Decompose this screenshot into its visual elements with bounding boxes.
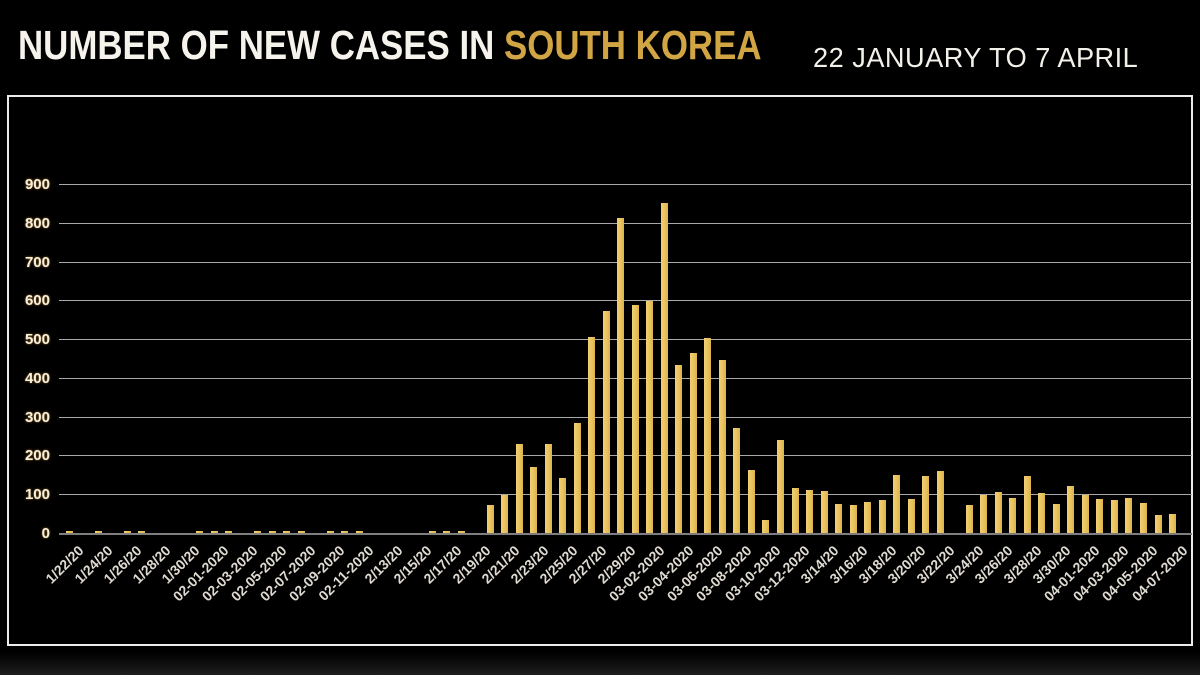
y-tick-label: 300 <box>24 408 50 426</box>
bar <box>1067 486 1075 533</box>
bar <box>704 337 712 533</box>
bar <box>776 439 784 533</box>
y-tick-label: 100 <box>24 486 50 504</box>
bar <box>268 531 276 533</box>
bar <box>820 491 828 533</box>
chart-frame: 0 100 200 300 400 500 600 700 800 900 1/22/20 1/24/… <box>7 95 1193 646</box>
bar <box>1096 498 1104 533</box>
title-accent: SOUTH KOREA <box>504 22 762 68</box>
bar <box>123 531 131 533</box>
bar <box>1154 514 1162 533</box>
bar <box>486 505 494 533</box>
bar <box>544 443 552 533</box>
bar <box>602 310 610 533</box>
gridline <box>59 339 1192 341</box>
bar <box>515 444 523 533</box>
bar <box>1169 514 1177 533</box>
bar <box>1081 495 1089 533</box>
bar <box>1038 493 1046 533</box>
bar <box>994 492 1002 533</box>
y-tick-label: 400 <box>24 369 50 387</box>
gridline <box>59 377 1192 379</box>
y-tick-label: 500 <box>24 331 50 349</box>
bar <box>907 499 915 533</box>
bar <box>835 503 843 533</box>
bottom-strip <box>0 653 1200 675</box>
bar <box>501 494 509 533</box>
bar <box>1052 504 1060 533</box>
bar <box>138 531 146 533</box>
bar <box>559 477 567 533</box>
gridline <box>59 416 1192 418</box>
bar <box>660 203 668 533</box>
bar <box>733 427 741 533</box>
y-tick-label: 800 <box>24 214 50 232</box>
y-tick-label: 0 <box>41 525 50 542</box>
bar <box>878 499 886 533</box>
bar <box>1125 497 1133 533</box>
gridline <box>59 300 1192 302</box>
gridline <box>59 261 1192 263</box>
bar <box>936 470 944 533</box>
bar <box>355 531 363 533</box>
bar <box>1009 497 1017 533</box>
bar <box>675 364 683 533</box>
slide-header: NUMBER OF NEW CASES IN SOUTH KOREA 22 JA… <box>0 0 1200 92</box>
title-main: NUMBER OF NEW CASES IN <box>18 22 495 68</box>
gridline <box>59 222 1192 224</box>
bar-chart: 0 100 200 300 400 500 600 700 800 900 1/22/20 1/24/… <box>9 97 1192 644</box>
bar <box>718 360 726 533</box>
gridline <box>59 455 1192 457</box>
bar <box>225 531 233 533</box>
y-tick-label: 200 <box>24 447 50 465</box>
bar <box>965 504 973 533</box>
bar <box>1139 502 1147 533</box>
gridline <box>59 494 1192 496</box>
bar <box>457 531 465 533</box>
bar <box>530 467 538 533</box>
bar <box>617 218 625 533</box>
bar <box>196 531 204 533</box>
bar <box>573 422 581 533</box>
bar <box>210 531 218 533</box>
bar <box>94 531 102 533</box>
bar <box>297 531 305 533</box>
gridline <box>59 184 1192 185</box>
bar <box>922 476 930 533</box>
bar <box>689 352 697 533</box>
bar <box>341 531 349 533</box>
bar <box>65 531 73 533</box>
y-tick-label: 600 <box>24 292 50 310</box>
y-tick-label: 900 <box>24 176 50 193</box>
bar <box>893 474 901 533</box>
bar <box>588 337 596 533</box>
bar <box>762 519 770 533</box>
bar <box>864 501 872 533</box>
page-title: NUMBER OF NEW CASES IN SOUTH KOREA <box>18 22 762 69</box>
bar <box>1110 500 1118 533</box>
bar <box>646 300 654 533</box>
bar <box>747 470 755 533</box>
bar <box>283 531 291 533</box>
bar <box>849 504 857 533</box>
y-tick-label: 700 <box>24 253 50 271</box>
bar <box>806 489 814 533</box>
bar <box>980 494 988 533</box>
bar <box>428 531 436 533</box>
bar <box>791 488 799 533</box>
bar <box>631 304 639 533</box>
date-range-label: 22 JANUARY TO 7 APRIL <box>812 42 1138 73</box>
bar <box>1023 476 1031 533</box>
bar <box>443 531 451 533</box>
bar <box>326 531 334 533</box>
bar <box>254 531 262 533</box>
x-axis-line <box>59 533 1192 535</box>
